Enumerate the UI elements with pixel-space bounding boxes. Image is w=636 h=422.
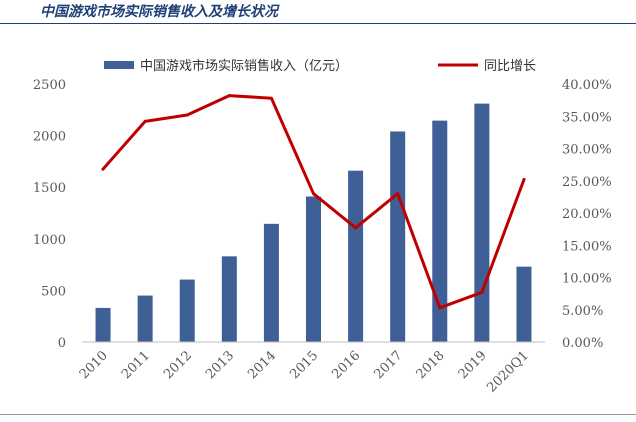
x-tick-label: 2017 bbox=[372, 348, 406, 382]
bar-2012 bbox=[179, 279, 195, 342]
bottom-rule bbox=[0, 414, 636, 415]
right-tick-label: 10.00% bbox=[562, 272, 612, 287]
right-tick-label: 5.00% bbox=[562, 304, 603, 319]
left-tick-label: 1500 bbox=[33, 181, 66, 196]
right-tick-label: 0.00% bbox=[562, 336, 603, 351]
bar-2016 bbox=[348, 170, 364, 342]
growth-point-2014 bbox=[269, 96, 273, 100]
bar-series bbox=[95, 103, 532, 342]
x-tick-label: 2014 bbox=[245, 348, 279, 382]
legend-swatch-revenue bbox=[104, 61, 134, 69]
right-tick-label: 20.00% bbox=[562, 207, 612, 222]
bar-2013 bbox=[221, 256, 237, 342]
bar-2010 bbox=[95, 307, 111, 342]
bar-2019 bbox=[474, 103, 490, 342]
x-tick-label: 2020Q1 bbox=[484, 348, 531, 395]
growth-point-2010 bbox=[101, 167, 105, 171]
x-tick-label: 2012 bbox=[161, 348, 195, 382]
legend: 中国游戏市场实际销售收入（亿元） 同比增长 bbox=[104, 58, 536, 74]
left-tick-label: 2500 bbox=[33, 78, 66, 93]
left-tick-label: 0 bbox=[58, 336, 66, 351]
growth-point-2017 bbox=[396, 192, 400, 196]
growth-point-2013 bbox=[227, 94, 231, 98]
x-tick-label: 2010 bbox=[77, 348, 111, 382]
bar-2017 bbox=[390, 131, 406, 342]
growth-point-2015 bbox=[312, 192, 315, 196]
line-series bbox=[101, 94, 526, 310]
right-tick-label: 35.00% bbox=[562, 110, 612, 125]
growth-point-2012 bbox=[185, 113, 189, 117]
left-tick-label: 500 bbox=[41, 284, 66, 299]
growth-point-2019 bbox=[480, 290, 484, 294]
right-axis: 0.00% 5.00% 10.00% 15.00% 20.00% 25.00% 30.00%… bbox=[562, 78, 612, 351]
legend-label-revenue: 中国游戏市场实际销售收入（亿元） bbox=[140, 58, 348, 74]
growth-point-2020Q1 bbox=[522, 177, 526, 181]
bar-2014 bbox=[263, 223, 279, 342]
bar-2018 bbox=[432, 120, 448, 342]
x-tick-label: 2019 bbox=[456, 348, 490, 382]
left-axis: 0 500 1000 1500 2000 2500 bbox=[33, 78, 66, 351]
bar-2015 bbox=[306, 196, 321, 342]
left-tick-label: 1000 bbox=[33, 233, 66, 248]
right-tick-label: 25.00% bbox=[562, 175, 612, 190]
left-tick-label: 2000 bbox=[33, 130, 66, 145]
legend-label-growth: 同比增长 bbox=[484, 59, 536, 74]
x-tick-label: 2015 bbox=[287, 348, 321, 382]
x-tick-label: 2011 bbox=[119, 348, 153, 382]
right-tick-label: 40.00% bbox=[562, 78, 612, 93]
bar-2020Q1 bbox=[516, 266, 532, 342]
right-tick-label: 15.00% bbox=[562, 239, 612, 254]
growth-point-2011 bbox=[143, 119, 147, 123]
growth-point-2018 bbox=[438, 306, 442, 310]
x-tick-label: 2013 bbox=[203, 348, 237, 382]
right-tick-label: 30.00% bbox=[562, 143, 612, 158]
growth-point-2016 bbox=[354, 226, 358, 230]
page-title: 中国游戏市场实际销售收入及增长状况 bbox=[0, 0, 636, 24]
x-tick-label: 2016 bbox=[329, 348, 363, 382]
x-axis: 2010 2011 2012 2013 2014 2015 2016 2017 2018 2019… bbox=[77, 341, 545, 396]
bar-2011 bbox=[137, 295, 153, 342]
x-tick-label: 2018 bbox=[414, 348, 448, 382]
